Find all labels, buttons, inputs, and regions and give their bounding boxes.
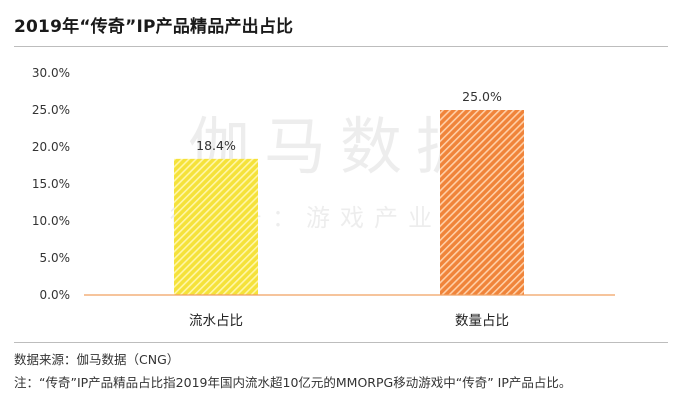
data-label: 18.4%: [196, 138, 236, 153]
y-tick-label: 20.0%: [32, 140, 70, 154]
y-tick-label: 10.0%: [32, 214, 70, 228]
bar: [174, 158, 258, 295]
footnote: 注：“传奇”IP产品精品占比指2019年国内流水超10亿元的MMORPG移动游戏…: [14, 375, 572, 390]
y-tick-label: 30.0%: [32, 66, 70, 80]
x-tick-label: 数量占比: [455, 313, 509, 329]
y-tick-label: 0.0%: [40, 288, 71, 302]
title-divider: [14, 46, 668, 47]
y-axis: 0.0% 5.0% 10.0% 15.0% 20.0% 25.0% 30.0%: [32, 66, 70, 302]
chart-title: 2019年“传奇”IP产品精品产出占比: [14, 17, 294, 37]
chart-area: 伽马数据 微信号：游戏产业报告 0.0% 5.0% 10.0% 15.0% 20.0% 25…: [0, 50, 681, 342]
y-tick-label: 5.0%: [40, 251, 71, 265]
data-label: 25.0%: [462, 89, 502, 104]
x-tick-label: 流水占比: [189, 313, 243, 329]
data-source: 数据来源：伽马数据（CNG）: [14, 352, 180, 367]
x-axis: 流水占比 数量占比: [84, 294, 615, 329]
footer-divider: [14, 342, 668, 343]
y-tick-label: 15.0%: [32, 177, 70, 191]
bar: [440, 110, 524, 295]
y-tick-label: 25.0%: [32, 103, 70, 117]
bars: 18.4% 25.0%: [174, 89, 524, 295]
